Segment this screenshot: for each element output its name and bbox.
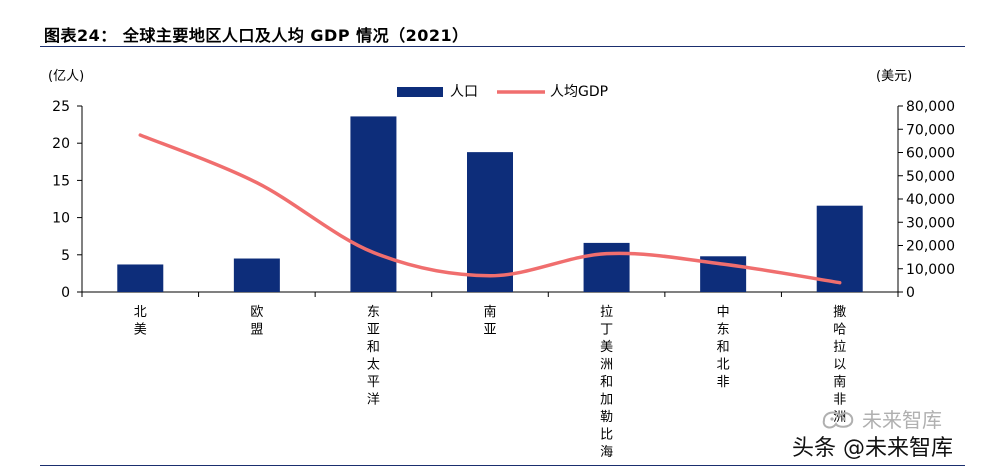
left-tick-label: 25 [52,99,70,115]
bar-population [816,205,863,292]
left-axis-unit: (亿人) [48,69,84,84]
x-category-label: 北美 [134,305,147,338]
line-gdp-per-capita [138,133,842,285]
bottom-divider [40,465,965,466]
title-divider [40,46,965,47]
bar-population [117,264,164,292]
left-tick-label: 5 [61,248,70,264]
brand-logo-icon [822,411,854,429]
legend-swatch-population [397,87,443,97]
right-tick-label: 40,000 [906,192,955,208]
bar-population [467,152,513,292]
right-tick-label: 70,000 [906,122,955,138]
right-axis-unit: (美元) [876,69,912,84]
legend-label-population: 人口 [450,84,478,100]
right-tick-label: 20,000 [906,239,955,255]
right-tick-label: 80,000 [906,99,955,115]
x-category-label: 拉丁美洲和加勒比海 [600,305,613,460]
x-category-label: 中东和北非 [717,305,730,390]
right-tick-label: 0 [906,285,915,301]
figure-title: 图表24： 全球主要地区人口及人均 GDP 情况（2021） [44,26,469,45]
x-category-label: 南亚 [483,304,496,338]
watermark-brand: 未来智库 [862,408,942,432]
left-tick-label: 20 [52,136,70,152]
right-tick-label: 10,000 [906,262,955,278]
left-tick-label: 10 [52,211,70,227]
right-tick-label: 50,000 [906,169,955,185]
left-tick-label: 15 [52,173,70,189]
bar-population [583,242,630,292]
x-category-label: 东亚和太平洋 [367,305,380,408]
bar-population [233,258,280,292]
watermark-credit: 头条 @未来智库 [792,436,953,461]
legend-label-gdp: 人均GDP [550,84,608,100]
x-category-label: 欧盟 [250,305,263,338]
left-tick-label: 0 [61,285,70,301]
right-tick-label: 60,000 [906,146,955,162]
right-tick-label: 30,000 [906,215,955,231]
bar-population [350,116,397,292]
